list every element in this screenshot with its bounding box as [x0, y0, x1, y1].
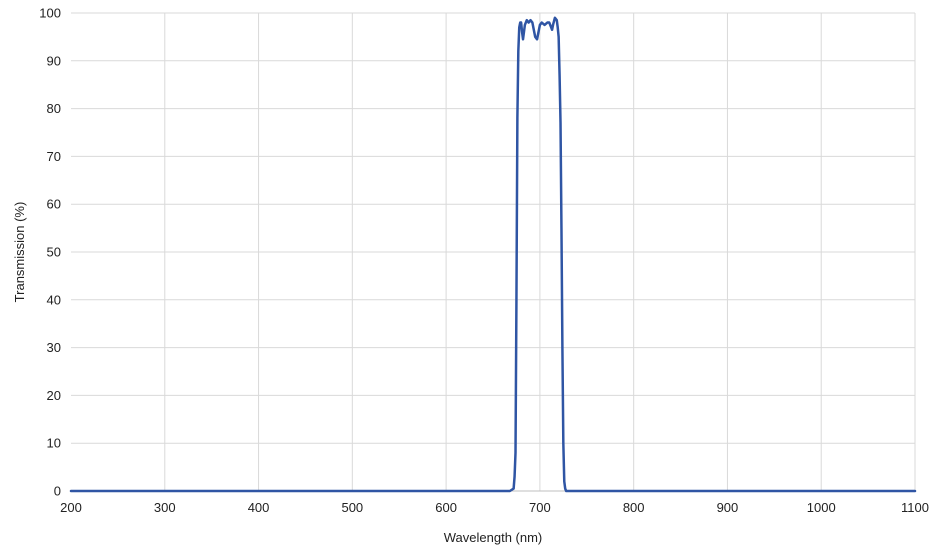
x-tick-label: 1100 [901, 500, 929, 515]
x-tick-label: 600 [435, 500, 457, 515]
x-tick-label: 700 [529, 500, 551, 515]
y-tick-label: 40 [47, 292, 61, 307]
y-tick-label: 100 [39, 6, 61, 21]
y-tick-label: 30 [47, 340, 61, 355]
x-tick-label: 900 [717, 500, 739, 515]
y-tick-label: 80 [47, 101, 61, 116]
transmission-series-line [69, 16, 917, 493]
y-tick-label: 60 [47, 197, 61, 212]
y-tick-label: 10 [47, 436, 61, 451]
x-tick-label: 400 [248, 500, 270, 515]
x-tick-label: 200 [60, 500, 82, 515]
y-tick-label: 90 [47, 53, 61, 68]
x-tick-label: 500 [341, 500, 363, 515]
x-tick-label: 800 [623, 500, 645, 515]
gridlines [71, 12, 916, 491]
y-tick-label: 50 [47, 245, 61, 260]
y-axis-title: Transmission (%) [12, 202, 27, 303]
tick-labels: 200 300 400 500 600 700 800 900 1000 1100 0 10 20 30 4… [39, 6, 929, 516]
y-tick-label: 0 [54, 484, 61, 499]
y-tick-label: 70 [47, 149, 61, 164]
x-axis-title: Wavelength (nm) [444, 530, 543, 545]
y-tick-label: 20 [47, 388, 61, 403]
x-tick-label: 300 [154, 500, 176, 515]
x-tick-label: 1000 [807, 500, 836, 515]
series-layer [69, 16, 917, 493]
